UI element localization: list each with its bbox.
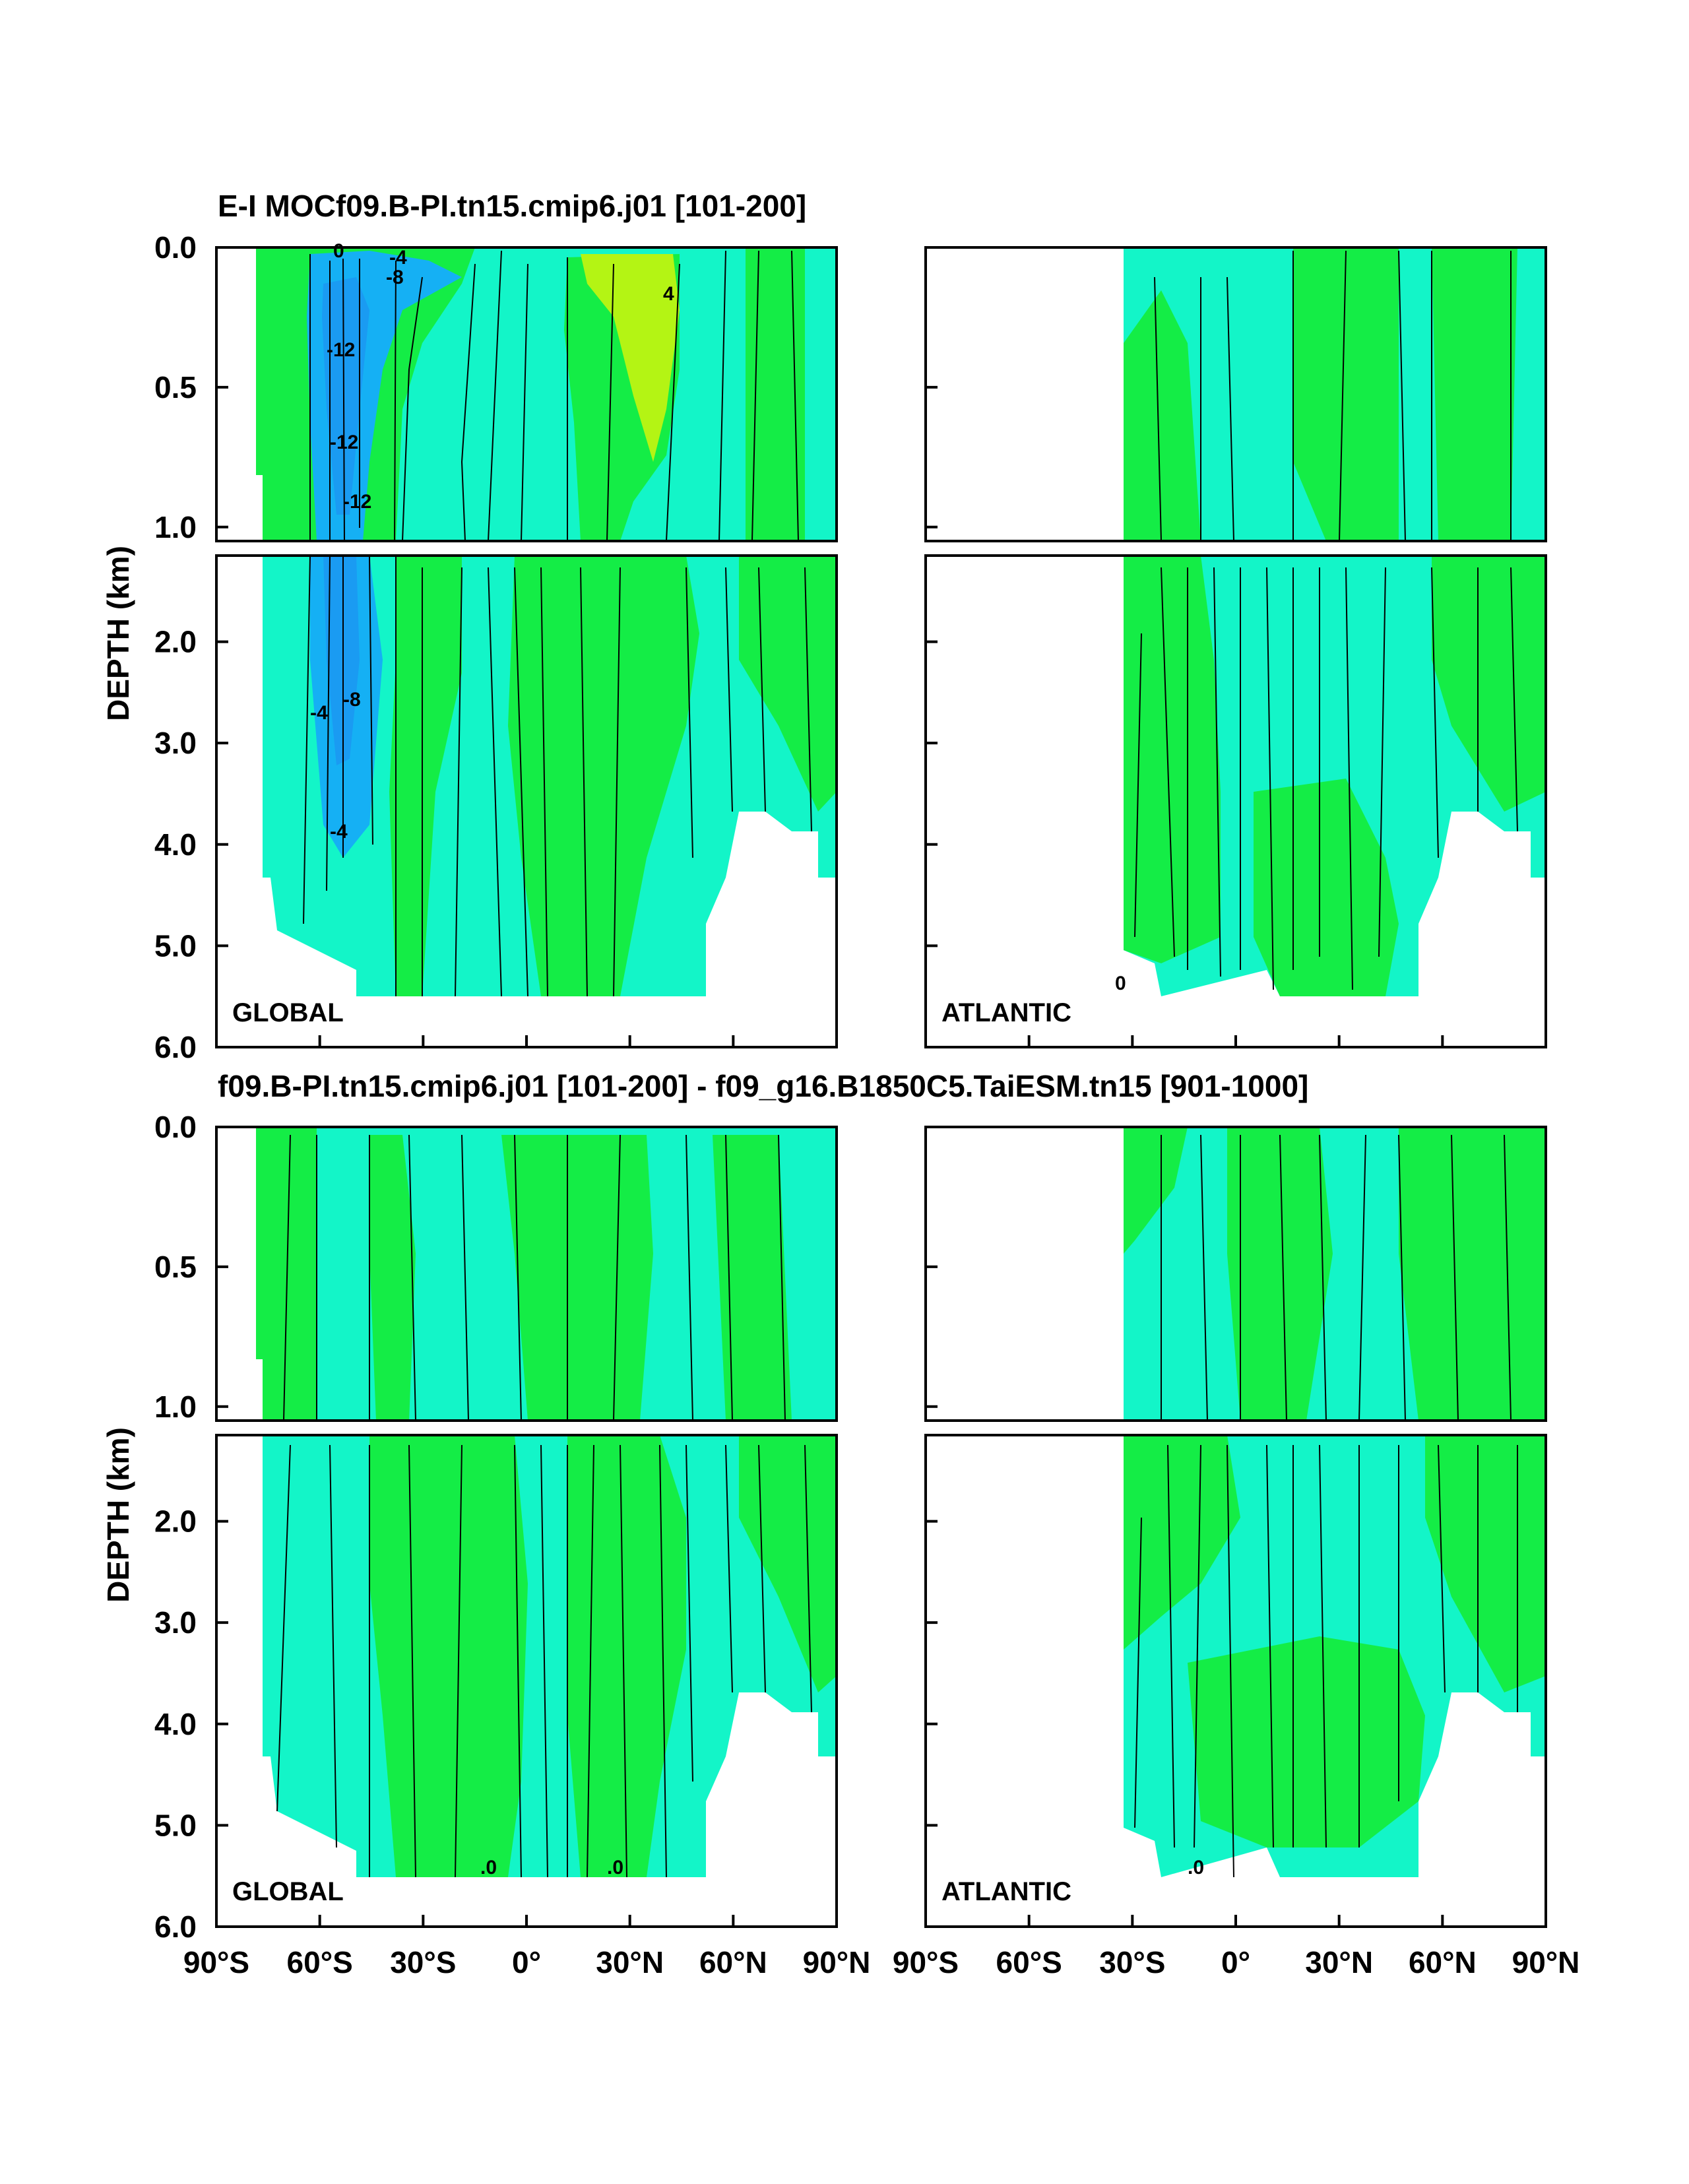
frame-row2-atlantic-upper xyxy=(924,1126,1547,1422)
fill-d-atl-upper-green2 xyxy=(1227,1127,1333,1421)
contour-label: -12 xyxy=(330,432,358,453)
frame-row1-global-upper xyxy=(215,246,838,542)
fill-atl-upper-green3 xyxy=(1432,247,1517,541)
fill-d-atl-upper-green3 xyxy=(1399,1127,1546,1421)
contour-label: -4 xyxy=(330,821,348,843)
contour-d-global-upper xyxy=(283,1134,786,1421)
y-tick-label: 2.0 xyxy=(154,625,197,659)
fill-d-global-lower-green3 xyxy=(739,1435,837,1692)
x-tick-label: 90°S xyxy=(893,1945,959,1979)
x-tick-label: 60°S xyxy=(996,1945,1062,1979)
y-tick-label: 0.5 xyxy=(154,1250,197,1284)
contour-atl-lower xyxy=(1134,567,1518,990)
x-tick-label: 60°N xyxy=(699,1945,767,1979)
x-tick-label: 30°N xyxy=(1305,1945,1373,1979)
x-tick-label: 60°N xyxy=(1409,1945,1477,1979)
fill-global-lower-green2 xyxy=(508,556,699,996)
contour-label: 0 xyxy=(333,240,344,262)
y-tick-label: 0.5 xyxy=(154,370,197,404)
region-label-row2-atlantic: ATLANTIC xyxy=(941,1877,1071,1906)
row1-ylabel: DEPTH (km) xyxy=(101,546,135,721)
y-tick-label: 5.0 xyxy=(154,1808,197,1842)
contour-label: -12 xyxy=(343,491,371,513)
y-tick-label: 2.0 xyxy=(154,1504,197,1539)
fill-d-global-lower-green xyxy=(369,1435,528,1877)
fill-global-upper-green3 xyxy=(746,247,805,541)
fill-atl-lower-green xyxy=(1124,556,1221,963)
x-tick-label: 30°S xyxy=(390,1945,456,1979)
x-tick-label: 90°N xyxy=(1512,1945,1580,1979)
fill-d-global-upper-green4 xyxy=(713,1135,792,1421)
contour-label: -8 xyxy=(386,267,404,288)
fill-d-atl-lower-green2 xyxy=(1188,1636,1425,1847)
fill-global-lower-deep xyxy=(323,556,360,765)
region-label-row1-atlantic: ATLANTIC xyxy=(941,998,1071,1027)
contour-d-global-lower xyxy=(276,1444,812,1878)
x-tick-label: 0° xyxy=(1221,1945,1250,1979)
panel-row1-atlantic: ATLANTIC xyxy=(924,246,1547,1048)
row2-ylabel: DEPTH (km) xyxy=(101,1427,135,1603)
x-tick-label: 30°S xyxy=(1099,1945,1165,1979)
fill-global-lower-green xyxy=(389,556,462,996)
y-tick-label: 1.0 xyxy=(154,510,197,544)
region-label-row2-global: GLOBAL xyxy=(232,1877,344,1906)
fill-atl-lower-green3 xyxy=(1432,556,1546,812)
x-tick-label: 90°S xyxy=(183,1945,249,1979)
fill-d-global-lower-green2 xyxy=(567,1435,686,1877)
contour-label: 4 xyxy=(663,283,674,305)
fill-d-global-upper-green2 xyxy=(369,1135,416,1421)
contour-global-lower xyxy=(303,555,812,997)
y-tick-label: 3.0 xyxy=(154,1605,197,1640)
x-tick-label: 60°S xyxy=(287,1945,353,1979)
contour-label: .0 xyxy=(1188,1857,1204,1879)
panel-row2-atlantic: ATLANTIC xyxy=(924,1126,1547,1928)
contour-label: -8 xyxy=(343,689,361,711)
x-tick-label: 90°N xyxy=(803,1945,871,1979)
contour-d-atl-upper xyxy=(1161,1134,1512,1421)
fill-d-global-upper-green xyxy=(256,1127,317,1421)
contour-global-upper xyxy=(309,250,799,542)
y-tick-label: 6.0 xyxy=(154,1910,197,1944)
fill-d-atl-lower-green xyxy=(1124,1435,1240,1650)
contour-labels-row1-global: 0 -4 -8 -12 -12 -12 -8 -4 -4 4 xyxy=(310,240,674,843)
region-label-row1-global: GLOBAL xyxy=(232,998,344,1027)
fill-atl-upper-green2 xyxy=(1293,247,1399,541)
row1-title: E-I MOCf09.B-PI.tn15.cmip6.j01 [101-200] xyxy=(218,189,806,223)
y-tick-label: 1.0 xyxy=(154,1390,197,1424)
fill-d-atl-lower-green3 xyxy=(1425,1435,1546,1692)
axes-layer: 0.00.51.02.03.04.05.06.00.00.51.02.03.04… xyxy=(154,230,1579,1979)
panel-row1-global: GLOBAL xyxy=(215,246,838,1048)
fill-global-upper-deep xyxy=(322,277,369,515)
y-tick-label: 0.0 xyxy=(154,1110,197,1144)
fill-d-atl-upper-green xyxy=(1124,1127,1188,1254)
row2-title: f09.B-PI.tn15.cmip6.j01 [101-200] - f09_… xyxy=(218,1069,1308,1103)
contour-label: -12 xyxy=(327,339,355,361)
frame-row1-atlantic-upper xyxy=(924,246,1547,542)
contour-label: -4 xyxy=(310,702,328,724)
y-tick-label: 5.0 xyxy=(154,928,197,963)
x-tick-label: 30°N xyxy=(596,1945,664,1979)
frame-row2-global-upper xyxy=(215,1126,838,1422)
y-tick-label: 0.0 xyxy=(154,230,197,265)
x-tick-label: 0° xyxy=(512,1945,541,1979)
contour-label: .0 xyxy=(607,1857,623,1879)
y-tick-label: 4.0 xyxy=(154,827,197,862)
fill-global-upper-yellow xyxy=(581,254,680,462)
panel-row2-global: GLOBAL xyxy=(215,1126,838,1928)
fill-global-lower-green3 xyxy=(739,556,837,812)
contour-atl-upper xyxy=(1154,250,1512,542)
y-tick-label: 6.0 xyxy=(154,1030,197,1064)
y-tick-label: 3.0 xyxy=(154,726,197,760)
contour-labels-zero: 0 .0 .0 .0 xyxy=(480,973,1204,1879)
contour-label: 0 xyxy=(1115,973,1126,994)
contour-d-atl-lower xyxy=(1134,1444,1518,1878)
fill-atl-upper-green xyxy=(1124,290,1201,541)
contour-label: -4 xyxy=(389,247,407,269)
fill-atl-lower-green2 xyxy=(1254,779,1399,996)
contour-label: .0 xyxy=(480,1857,497,1879)
y-tick-label: 4.0 xyxy=(154,1707,197,1741)
